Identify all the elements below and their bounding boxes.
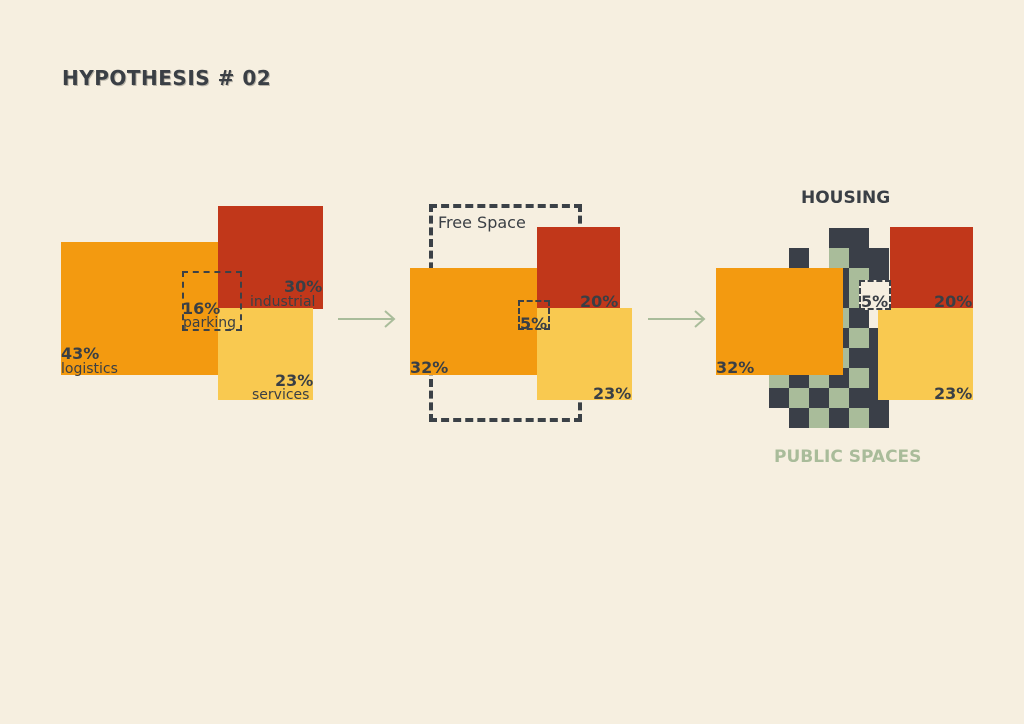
industrial-percent: 20%: [934, 292, 973, 311]
public-space-tile: [849, 408, 869, 428]
housing-tile: [869, 408, 889, 428]
public-space-tile: [849, 328, 869, 348]
services-percent: 23%: [593, 384, 632, 403]
housing-tile: [849, 248, 869, 268]
industrial-percent: 30%: [284, 277, 323, 296]
page-title: HYPOTHESIS # 02: [62, 66, 272, 90]
parking-dashed-box: [859, 280, 891, 310]
logistics-block: [61, 242, 219, 375]
housing-tile: [869, 248, 889, 268]
housing-tile: [849, 388, 869, 408]
parking-percent: 5%: [520, 314, 548, 333]
parking-dashed-box: [182, 271, 242, 331]
logistics-block: [410, 268, 538, 375]
housing-tile: [769, 388, 789, 408]
parking-dashed-box: [518, 300, 550, 330]
services-block: [878, 308, 973, 400]
logistics-percent: 32%: [716, 358, 755, 377]
industrial-label: industrial: [250, 294, 316, 310]
industrial-block: [537, 227, 620, 309]
housing-tile: [789, 248, 809, 268]
industrial-block: [890, 227, 973, 309]
parking-label: parking: [183, 315, 236, 331]
logistics-label: logistics: [61, 361, 118, 377]
parking-percent: 16%: [182, 299, 221, 318]
housing-tile: [849, 308, 869, 328]
services-percent: 23%: [275, 371, 314, 390]
industrial-percent: 20%: [580, 292, 619, 311]
public-space-tile: [829, 248, 849, 268]
public-space-tile: [809, 408, 829, 428]
public-spaces-label: PUBLIC SPACES: [774, 447, 922, 467]
arrow-right-icon: [338, 310, 396, 328]
housing-tile: [829, 228, 849, 248]
logistics-block: [716, 268, 843, 375]
industrial-block: [218, 206, 323, 309]
housing-tile: [849, 348, 869, 368]
parking-percent: 5%: [861, 292, 889, 311]
services-label: services: [252, 387, 310, 403]
public-space-tile: [829, 388, 849, 408]
public-space-tile: [849, 368, 869, 388]
logistics-percent: 43%: [61, 344, 100, 363]
housing-tile: [789, 408, 809, 428]
free-space-label: Free Space: [438, 213, 528, 232]
services-block: [537, 308, 632, 400]
housing-tile: [849, 228, 869, 248]
housing-tile: [809, 388, 829, 408]
logistics-percent: 32%: [410, 358, 449, 377]
services-percent: 23%: [934, 384, 973, 403]
arrow-right-icon: [648, 310, 706, 328]
services-block: [218, 308, 313, 400]
housing-label: HOUSING: [801, 188, 891, 208]
housing-tile: [829, 408, 849, 428]
public-space-tile: [789, 388, 809, 408]
